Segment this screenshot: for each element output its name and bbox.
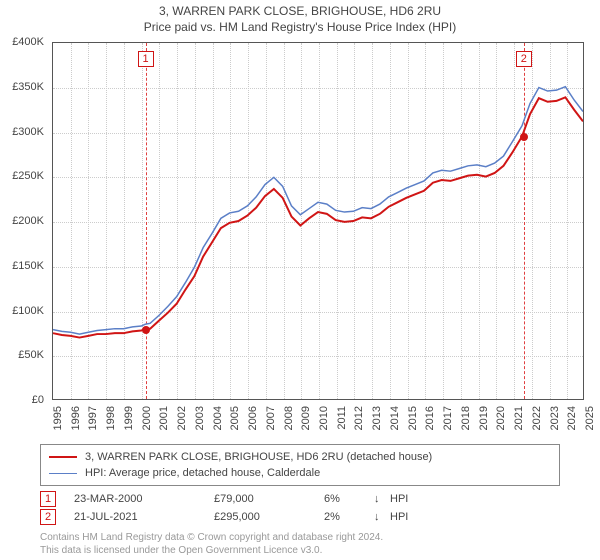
- down-arrow-icon: ↓: [374, 511, 388, 523]
- footer-line-1: Contains HM Land Registry data © Crown c…: [40, 532, 383, 545]
- line-series-svg: [53, 43, 583, 399]
- chart-container: 3, WARREN PARK CLOSE, BRIGHOUSE, HD6 2RU…: [0, 0, 600, 560]
- legend-box: 3, WARREN PARK CLOSE, BRIGHOUSE, HD6 2RU…: [40, 444, 560, 486]
- marker-box-1: 1: [138, 51, 154, 67]
- legend-swatch: [49, 473, 77, 474]
- y-tick-label: £0: [0, 394, 44, 406]
- y-tick-label: £200K: [0, 215, 44, 227]
- y-tick-label: £300K: [0, 126, 44, 138]
- sale-row-1: 1 23-MAR-2000£79,0006%↓HPI: [40, 490, 408, 508]
- sale-pct: 2%: [324, 511, 374, 523]
- sale-vs-label: HPI: [390, 493, 408, 505]
- sale-date: 23-MAR-2000: [74, 493, 214, 505]
- sales-table: 1 23-MAR-2000£79,0006%↓HPI 2 21-JUL-2021£29…: [40, 490, 408, 526]
- marker-box-2: 2: [516, 51, 532, 67]
- down-arrow-icon: ↓: [374, 493, 388, 505]
- sale-pct: 6%: [324, 493, 374, 505]
- footer-line-2: This data is licensed under the Open Gov…: [40, 545, 383, 558]
- title-block: 3, WARREN PARK CLOSE, BRIGHOUSE, HD6 2RU…: [0, 0, 600, 34]
- legend-label: 3, WARREN PARK CLOSE, BRIGHOUSE, HD6 2RU…: [85, 451, 432, 463]
- title-subtitle: Price paid vs. HM Land Registry's House …: [0, 20, 600, 34]
- y-tick-label: £100K: [0, 305, 44, 317]
- sale-vs-label: HPI: [390, 511, 408, 523]
- y-tick-label: £400K: [0, 36, 44, 48]
- chart-area: £0£50K£100K£150K£200K£250K£300K£350K£400…: [52, 42, 584, 400]
- legend-item-hpi: HPI: Average price, detached house, Cald…: [49, 465, 551, 481]
- series-line-hpi: [53, 87, 583, 334]
- sale-price: £295,000: [214, 511, 324, 523]
- attribution-footer: Contains HM Land Registry data © Crown c…: [40, 532, 383, 557]
- sale-row-2: 2 21-JUL-2021£295,0002%↓HPI: [40, 508, 408, 526]
- title-address: 3, WARREN PARK CLOSE, BRIGHOUSE, HD6 2RU: [0, 4, 600, 18]
- sale-marker-box: 1: [40, 491, 56, 507]
- sale-marker-box: 2: [40, 509, 56, 525]
- plot-area: 12: [52, 42, 584, 400]
- y-tick-label: £50K: [0, 349, 44, 361]
- sale-price: £79,000: [214, 493, 324, 505]
- marker-dot-1: [142, 326, 150, 334]
- y-tick-label: £150K: [0, 260, 44, 272]
- legend-swatch: [49, 456, 77, 458]
- y-tick-label: £250K: [0, 170, 44, 182]
- marker-dot-2: [520, 133, 528, 141]
- legend-label: HPI: Average price, detached house, Cald…: [85, 467, 320, 479]
- legend-item-subject_property: 3, WARREN PARK CLOSE, BRIGHOUSE, HD6 2RU…: [49, 449, 551, 465]
- y-tick-label: £350K: [0, 81, 44, 93]
- sale-date: 21-JUL-2021: [74, 511, 214, 523]
- series-line-subject_property: [53, 97, 583, 337]
